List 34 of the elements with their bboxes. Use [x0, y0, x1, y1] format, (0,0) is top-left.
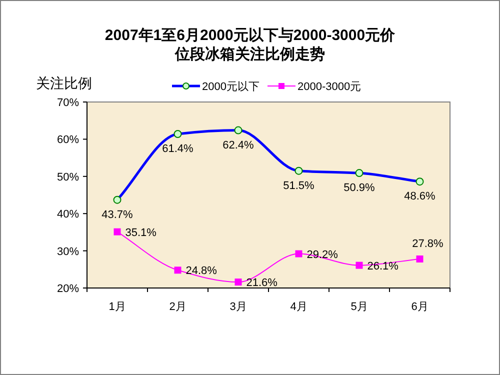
- y-tick-label: 70%: [56, 97, 80, 109]
- data-label: 21.6%: [246, 277, 278, 290]
- data-label: 26.1%: [367, 260, 399, 272]
- y-tick-label: 20%: [56, 283, 80, 295]
- y-tick-label: 50%: [56, 171, 80, 184]
- chart-title: 2007年1至6月2000元以下与2000-3000元价位段冰箱关注比例走势: [104, 27, 396, 63]
- x-tick-label: 3月: [230, 301, 247, 313]
- x-tick-label: 5月: [350, 301, 368, 313]
- point: [114, 228, 121, 236]
- y-tick-label: 40%: [56, 208, 80, 221]
- x-tick-label: 4月: [290, 301, 308, 313]
- x-tick-label: 2月: [169, 301, 186, 313]
- y-tick-label: 30%: [56, 246, 80, 258]
- y-tick-label: 60%: [56, 134, 80, 146]
- data-label: 51.5%: [283, 180, 315, 192]
- point: [174, 266, 182, 274]
- legend-label: 2000元以下: [202, 80, 260, 93]
- legend-label: 2000-3000元: [297, 81, 362, 93]
- data-label: 62.4%: [222, 139, 254, 152]
- x-tick-label: 6月: [411, 301, 428, 313]
- x-tick-label: 1月: [108, 301, 126, 313]
- data-label: 43.7%: [102, 208, 134, 221]
- data-label: 29.2%: [306, 248, 338, 261]
- point: [234, 278, 242, 286]
- point: [295, 250, 302, 258]
- data-label: 27.8%: [412, 238, 444, 250]
- y-axis-title: 关注比例: [36, 75, 92, 91]
- data-label: 48.6%: [404, 190, 436, 203]
- data-label: 61.4%: [162, 142, 194, 155]
- data-label: 35.1%: [125, 226, 157, 239]
- data-label: 24.8%: [186, 265, 218, 278]
- point: [356, 262, 363, 269]
- point: [416, 255, 424, 262]
- data-label: 50.9%: [344, 182, 376, 194]
